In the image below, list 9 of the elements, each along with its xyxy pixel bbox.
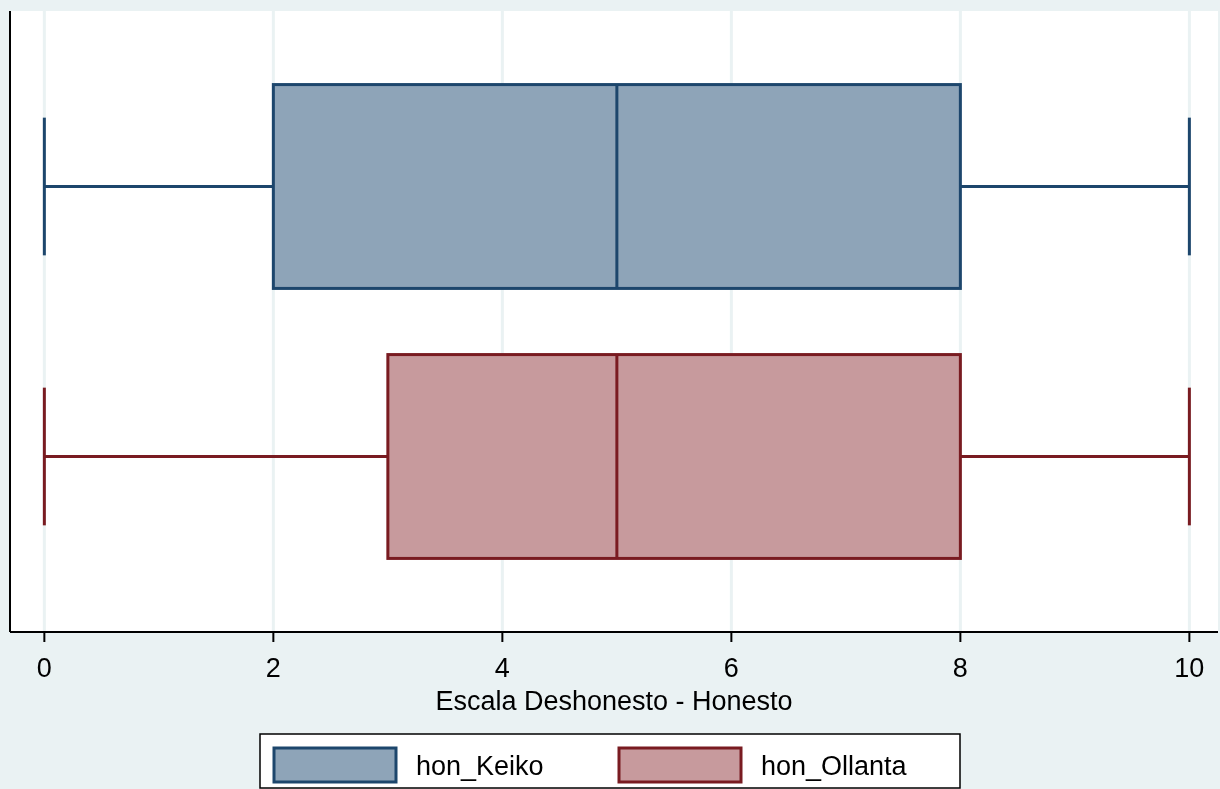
x-tick-label: 4	[494, 653, 510, 683]
x-tick-label: 0	[36, 653, 52, 683]
legend-label: hon_Ollanta	[761, 751, 908, 781]
x-axis-title: Escala Deshonesto - Honesto	[435, 686, 793, 716]
x-tick-label: 6	[723, 653, 739, 683]
legend-label: hon_Keiko	[416, 751, 544, 781]
x-tick-label: 10	[1174, 653, 1205, 683]
x-tick-label: 8	[952, 653, 968, 683]
x-tick-label: 2	[265, 653, 281, 683]
